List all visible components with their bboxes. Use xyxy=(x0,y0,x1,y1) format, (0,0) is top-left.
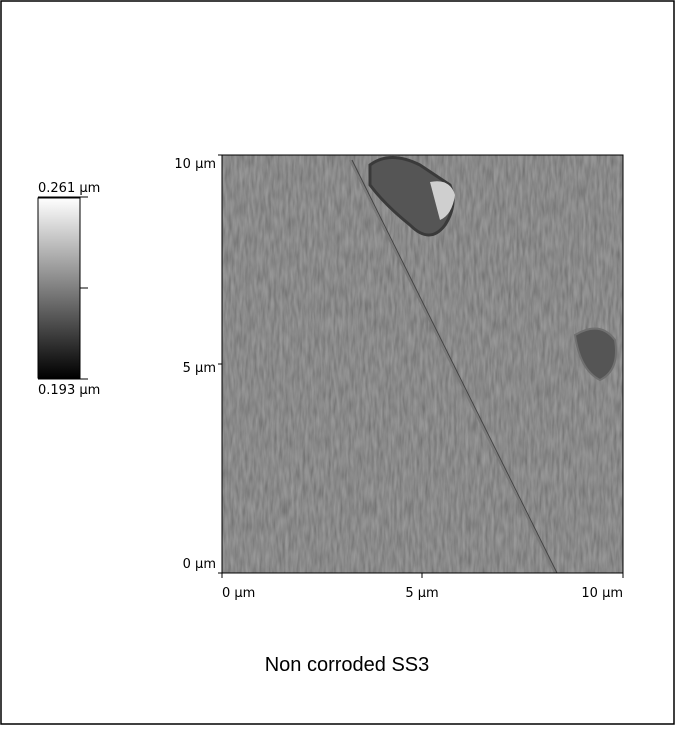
y-tick-label: 5 µm xyxy=(183,361,216,376)
colorbar xyxy=(38,198,80,378)
colorbar-min: 0.193 µm xyxy=(38,383,100,398)
x-tick-label: 10 µm xyxy=(581,586,623,601)
x-tick-label: 0 µm xyxy=(222,586,255,601)
colorbar-max: 0.261 µm xyxy=(38,181,100,196)
figure: 0.261 µm 0.193 µm 10 µm 5 µm 0 µm 0 µm 5… xyxy=(0,0,676,726)
x-tick-label: 5 µm xyxy=(405,586,438,601)
page: {"colorbar": {"max_label": "0.261 µm", "… xyxy=(0,0,676,726)
y-tick-label: 10 µm xyxy=(174,157,216,172)
y-tick-label: 0 µm xyxy=(183,557,216,572)
caption: Non corroded SS3 xyxy=(265,654,430,676)
afm-image xyxy=(222,155,623,573)
